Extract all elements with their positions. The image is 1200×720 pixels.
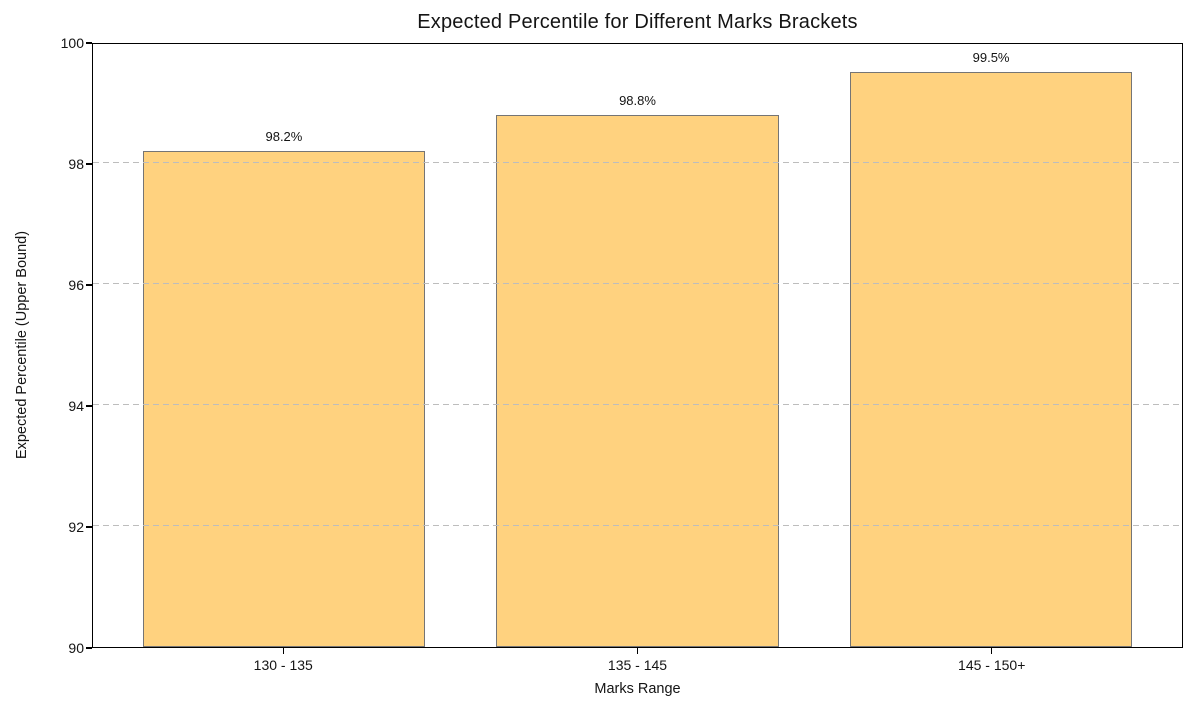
bar-135 - 145 [496,114,779,647]
x-tick-mark [636,648,639,654]
y-tick-label: 90 [68,640,84,656]
gridline-96 [93,283,1182,284]
gridline-94 [93,404,1182,405]
gridline-92 [93,525,1182,526]
y-tick-mark [86,405,92,407]
y-tick-mark [86,42,92,44]
bar-value-label: 98.8% [619,92,656,108]
gridline-98 [93,162,1182,163]
y-axis-label: Expected Percentile (Upper Bound) [14,230,30,460]
bar-145 - 150+ [849,72,1133,647]
x-tick-mark [990,648,993,654]
x-tick-label: 130 - 135 [253,657,313,673]
chart-title: Expected Percentile for Different Marks … [417,11,858,33]
bar-value-label: 98.2% [265,128,303,144]
x-axis-label: Marks Range [594,681,681,697]
x-tick-mark [282,648,285,654]
y-tick-mark [86,526,92,528]
bar-130 - 135 [142,150,426,647]
bar-value-label: 99.5% [972,50,1010,66]
x-tick-label: 145 - 150+ [958,657,1026,673]
plot-area: 98.2% 98.8% 99.5% [92,43,1183,648]
y-tick-mark [86,284,92,286]
y-tick-mark [86,163,92,165]
y-tick-label: 94 [68,398,84,414]
y-tick-mark [86,647,92,649]
y-tick-label: 96 [68,277,84,293]
plot-inner: 98.2% 98.8% 99.5% [93,44,1182,647]
x-tick-label: 135 - 145 [607,657,668,673]
y-tick-label: 98 [68,156,84,172]
y-tick-label: 100 [60,35,84,51]
y-tick-label: 92 [68,519,84,535]
